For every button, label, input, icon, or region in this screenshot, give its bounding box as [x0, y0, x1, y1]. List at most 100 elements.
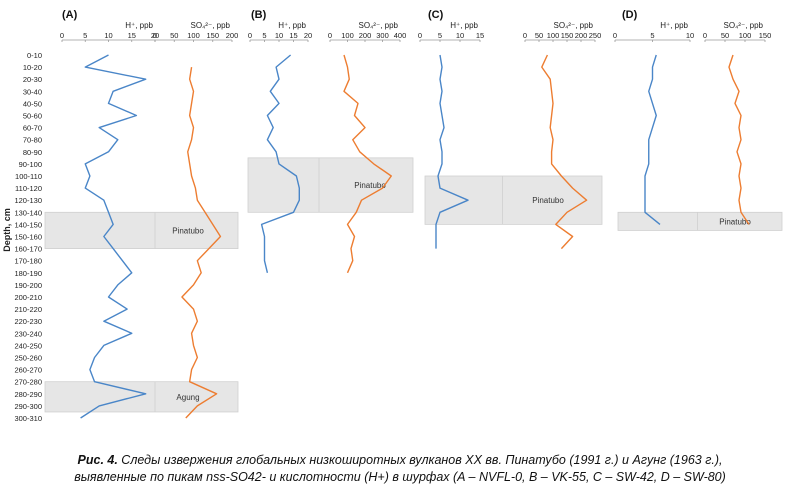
panel-letter: (C): [428, 9, 444, 21]
h-tick-label: 5: [83, 31, 87, 40]
depth-tick-label: 250-260: [14, 354, 42, 363]
so4-axis-label: SO₄²⁻, ppb: [190, 21, 230, 30]
depth-axis-ticks: 0-10 10-20 20-30 30-40 40-50 50-60 60-70 70-80 8…: [14, 51, 42, 423]
depth-tick-label: 280-290: [14, 390, 42, 399]
event-band-label: Pinatubo: [172, 226, 204, 235]
depth-tick-label: 10-20: [23, 63, 42, 72]
depth-tick-label: 110-120: [15, 184, 42, 193]
depth-tick-label: 30-40: [23, 87, 42, 96]
caption-line-1-text: Следы извержения глобальных низкоширотны…: [117, 453, 723, 467]
depth-tick-label: 70-80: [23, 136, 42, 145]
depth-tick-label: 180-190: [14, 269, 42, 278]
so4-tick-label: 50: [721, 31, 729, 40]
h-tick-label: 0: [418, 31, 422, 40]
h-tick-label: 5: [438, 31, 442, 40]
h-tick-label: 5: [650, 31, 654, 40]
event-band: [424, 175, 603, 225]
h-tick-label: 0: [60, 31, 64, 40]
so4-axis-label: SO₄²⁻, ppb: [358, 21, 398, 30]
h-axis-label: H⁺, ppb: [125, 21, 153, 30]
so4-tick-label: 50: [535, 31, 543, 40]
so4-tick-label: 150: [759, 31, 772, 40]
h-axis-label: H⁺, ppb: [450, 21, 478, 30]
depth-tick-label: 230-240: [14, 329, 42, 338]
h-tick-label: 15: [128, 31, 136, 40]
depth-tick-label: 120-130: [14, 196, 42, 205]
depth-tick-label: 240-250: [14, 341, 42, 350]
h-tick-label: 0: [248, 31, 252, 40]
caption-line-1: Рис. 4. Следы извержения глобальных низк…: [0, 452, 800, 469]
depth-tick-label: 60-70: [23, 124, 42, 133]
so4-tick-label: 50: [170, 31, 178, 40]
h-tick-label: 5: [262, 31, 266, 40]
caption-lead: Рис. 4.: [77, 453, 118, 467]
depth-tick-label: 220-230: [14, 317, 42, 326]
so4-tick-label: 200: [575, 31, 588, 40]
so4-tick-label: 150: [206, 31, 219, 40]
so4-tick-label: 100: [739, 31, 752, 40]
depth-tick-label: 50-60: [23, 112, 42, 121]
so4-tick-label: 100: [341, 31, 354, 40]
so4-tick-label: 100: [187, 31, 200, 40]
so4-tick-label: 400: [394, 31, 407, 40]
depth-tick-label: 160-170: [14, 245, 42, 254]
so4-tick-label: 0: [153, 31, 157, 40]
so4-tick-label: 300: [376, 31, 389, 40]
panel-c: Pinatubo (C) 0 5 10 15H⁺, ppb 0 50 100 150 200 250S…: [418, 9, 603, 250]
depth-tick-label: 260-270: [14, 366, 42, 375]
event-band: [247, 157, 414, 213]
event-band-label: Pinatubo: [719, 217, 751, 226]
depth-tick-label: 40-50: [23, 99, 42, 108]
depth-tick-label: 0-10: [27, 51, 42, 60]
event-band: [617, 211, 783, 231]
caption-line-2: выявленные по пикам nss-SO42- и кислотно…: [74, 470, 726, 484]
event-band-label: Pinatubo: [532, 196, 564, 205]
h-tick-label: 20: [304, 31, 312, 40]
panel-letter: (B): [251, 9, 267, 21]
depth-tick-label: 170-180: [14, 257, 42, 266]
h-tick-label: 10: [456, 31, 464, 40]
depth-tick-label: 20-30: [23, 75, 42, 84]
so4-series-line: [728, 54, 750, 225]
so4-series-line: [181, 66, 222, 419]
depth-tick-label: 290-300: [14, 402, 42, 411]
panel-letter: (A): [62, 9, 78, 21]
h-tick-label: 10: [686, 31, 694, 40]
so4-tick-label: 200: [359, 31, 372, 40]
depth-tick-label: 100-110: [15, 172, 42, 181]
depth-tick-label: 130-140: [14, 208, 42, 217]
event-band-label: Agung: [176, 393, 199, 402]
h-series-line: [644, 54, 661, 225]
h-axis-label: H⁺, ppb: [278, 21, 306, 30]
so4-tick-label: 100: [547, 31, 560, 40]
so4-tick-label: 0: [523, 31, 527, 40]
so4-tick-label: 0: [703, 31, 707, 40]
depth-tick-label: 80-90: [23, 148, 42, 157]
so4-tick-label: 250: [589, 31, 602, 40]
figure-canvas: 0-10 10-20 20-30 30-40 40-50 50-60 60-70 70-80 8…: [2, 9, 783, 423]
panel-b: Pinatubo (B) 0 5 10 15 20H⁺, ppb 0 100 200 300 400S…: [247, 9, 414, 274]
h-tick-label: 10: [104, 31, 112, 40]
depth-tick-label: 90-100: [19, 160, 42, 169]
event-band-label: Pinatubo: [354, 181, 386, 190]
so4-axis-label: SO₄²⁻, ppb: [553, 21, 593, 30]
event-band: [44, 211, 239, 250]
h-tick-label: 15: [476, 31, 484, 40]
so4-axis-label: SO₄²⁻, ppb: [723, 21, 763, 30]
so4-tick-label: 200: [226, 31, 239, 40]
h-tick-label: 20: [151, 31, 159, 40]
depth-tick-label: 210-220: [14, 305, 42, 314]
depth-tick-label: 270-280: [14, 378, 42, 387]
h-tick-label: 15: [289, 31, 297, 40]
so4-tick-label: 150: [561, 31, 574, 40]
depth-tick-label: 150-160: [14, 233, 42, 242]
h-tick-label: 10: [275, 31, 283, 40]
depth-tick-label: 140-150: [14, 220, 42, 229]
so4-tick-label: 0: [328, 31, 332, 40]
figure-caption: Рис. 4. Следы извержения глобальных низк…: [0, 452, 800, 486]
h-axis-label: H⁺, ppb: [660, 21, 688, 30]
h-tick-label: 0: [613, 31, 617, 40]
